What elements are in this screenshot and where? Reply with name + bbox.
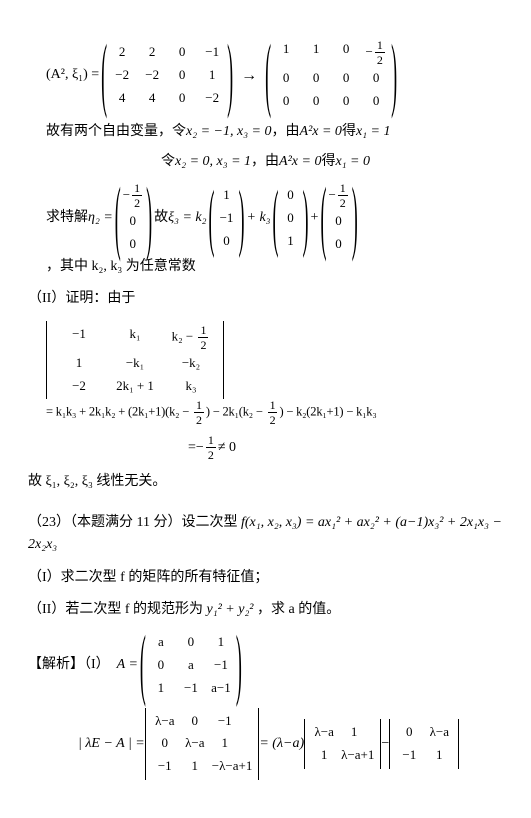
problem-23-head: （23）（本题满分 11 分）设二次型 f(x₁, x₂, x₃) = ax₁²…	[28, 512, 503, 557]
solution-A-matrix: 【解析】（I） A = ( a010a−11−1a−1 )	[28, 631, 503, 699]
free-vars-line1: 故有两个自由变量，令 x₂ = −1, x₃ = 0 ，由 A²x = 0 得 …	[46, 121, 503, 143]
prob23-part-ii: （II）若二次型 f 的规范形为 y₁² + y₂² ，求 a 的值。	[28, 599, 503, 621]
matrix-A: ( a010a−11−1a−1 )	[140, 631, 242, 699]
xi3-v2: ( 001 )	[273, 184, 309, 252]
det-result: = −12 ≠ 0	[188, 434, 503, 461]
xi3-v3: ( −1200 )	[320, 181, 357, 256]
prob23-part-i: （I）求二次型 f 的矩阵的所有特征值；	[28, 567, 503, 589]
particular-solution-row: 求特解 η₂ = ( −1200 ) 故 ξ₃ = k₂ ( 1−10 ) + …	[46, 181, 503, 278]
determinant-3x3: −1k₁k₂ − 121−k₁−k₂−22k₁ + 1k₃	[46, 321, 224, 400]
lhs: (A², ξ₁) =	[46, 64, 99, 86]
matrix-a2xi1-left: ( 220−1 −2−201 440−2 )	[101, 41, 233, 109]
matrix-a2xi1-right: ( 110−1200000000 )	[265, 38, 397, 113]
determinant-row: −1k₁k₂ − 121−k₁−k₂−22k₁ + 1k₃ = k₁k₃ + 2…	[46, 321, 503, 427]
arrow-icon: →	[241, 63, 257, 89]
equation-a2-xi1: (A², ξ₁) = ( 220−1 −2−201 440−2 ) → ( 11…	[46, 38, 503, 113]
eta2-vector: ( −1200 )	[115, 181, 152, 256]
neg-half: −12	[196, 434, 218, 461]
det-expansion: = k₁k₃ + 2k₁k₂ + (2k₁+1)(k₂ − 12) − 2k₁(…	[46, 399, 377, 426]
xi3-v1: ( 1−10 )	[209, 184, 245, 252]
free-vars-line2: 令 x₂ = 0, x₃ = 1 ，由 A²x = 0 得 x₁ = 0	[28, 151, 503, 173]
char-det-3x3: λ−a0−10λ−a1−11−λ−a+1	[145, 708, 260, 780]
char-det-2x2-b: 0λ−a−11	[389, 719, 459, 769]
part2-header: （II）证明：由于	[28, 288, 503, 310]
char-det-2x2-a: λ−a11λ−a+1	[304, 719, 381, 769]
conclusion-line: 故 ξ₁, ξ₂, ξ₃ 线性无关。	[28, 471, 503, 493]
